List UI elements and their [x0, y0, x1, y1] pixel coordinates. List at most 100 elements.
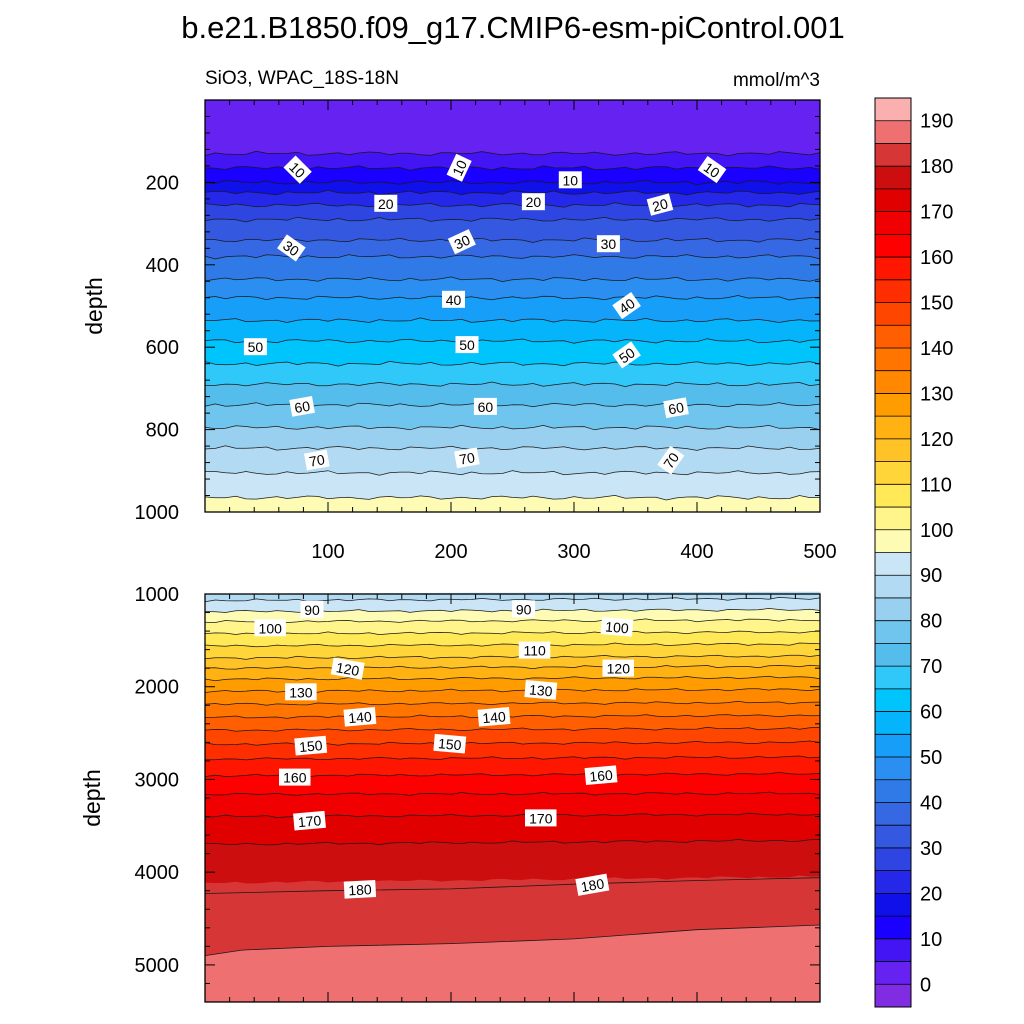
contour-label-text: 50	[248, 339, 264, 355]
contour-line-110	[204, 642, 821, 648]
contour-label-text: 90	[304, 602, 320, 618]
contour-label: 150	[433, 733, 467, 754]
contour-line-65	[204, 361, 821, 367]
colorbar-swatch	[875, 234, 911, 258]
colorbar-label: 110	[920, 474, 952, 496]
colorbar-swatch	[875, 211, 911, 235]
upper-panel: 10 10 10 10 20 20 20 30 30 30 40 40 50 50 50 60 60 60 70 70…	[81, 99, 837, 563]
contour-label-box	[374, 194, 398, 212]
y-tick-label: 1000	[135, 502, 180, 524]
colorbar-swatch	[875, 597, 911, 621]
units-label: mmol/m^3	[733, 70, 820, 91]
contour-label: 70	[454, 447, 480, 469]
colorbar-label: 90	[920, 565, 942, 587]
contour-label-text: 60	[667, 399, 685, 417]
contour-label: 100	[600, 617, 634, 637]
contour-band-0	[204, 99, 821, 157]
x-tick-label: 500	[803, 541, 836, 563]
colorbar-label: 180	[920, 156, 953, 178]
contour-label: 130	[285, 683, 317, 701]
contour-label-text: 180	[348, 881, 372, 898]
upper-x-axis: 100 200 300 400 500	[204, 100, 837, 563]
contour-label: 140	[477, 706, 511, 727]
contour-label: 40	[442, 290, 465, 308]
contour-label: 130	[524, 680, 558, 700]
colorbar-label: 150	[920, 293, 953, 315]
contour-label-box	[442, 290, 465, 308]
contour-line-85	[204, 445, 821, 451]
y-tick-label: 5000	[135, 955, 180, 977]
contour-label-text: 160	[283, 770, 307, 786]
contour-line-135	[204, 700, 821, 706]
contour-line-165	[204, 791, 821, 796]
contour-label: 110	[518, 641, 551, 659]
contour-label: 20	[646, 193, 674, 216]
contour-band-30	[204, 216, 821, 243]
colorbar-label: 120	[920, 429, 953, 451]
colorbar-swatch	[875, 666, 911, 690]
contour-label-text: 40	[446, 292, 462, 308]
contour-label-text: 10	[449, 157, 470, 178]
contour-label-text: 150	[437, 735, 462, 753]
contour-label-text: 120	[607, 661, 631, 677]
contour-label-box	[304, 449, 330, 471]
contour-label-text: 170	[297, 812, 322, 830]
contour-label: 170	[525, 809, 557, 827]
colorbar-swatch	[875, 825, 911, 849]
contour-label: 120	[602, 659, 634, 677]
contour-band-65	[204, 361, 821, 387]
x-tick-label: 400	[680, 541, 713, 563]
contour-label-text: 140	[482, 708, 507, 726]
lower-contour-lines	[204, 597, 821, 956]
contour-label-text: 130	[528, 681, 553, 699]
y-tick-label: 4000	[135, 862, 180, 884]
contour-label-text: 60	[478, 399, 494, 415]
contour-label-box	[447, 229, 476, 255]
contour-line-40	[204, 254, 821, 260]
lower-x-axis	[204, 594, 821, 1002]
colorbar-label: 30	[920, 838, 942, 860]
contour-line-35	[205, 237, 821, 243]
contour-line-60	[204, 338, 821, 344]
contour-label-text: 180	[580, 875, 606, 895]
contour-label-box	[657, 445, 685, 475]
colorbar-label: 40	[920, 793, 942, 815]
contour-label-box	[646, 193, 674, 216]
contour-label-box	[289, 396, 315, 417]
contour-label-box	[512, 600, 536, 618]
colorbar-swatch	[875, 620, 911, 644]
contour-label: 60	[289, 396, 315, 417]
contour-line-180	[204, 877, 821, 894]
colorbar-swatch	[875, 370, 911, 394]
contour-label-box	[663, 397, 689, 419]
colorbar-label: 140	[920, 338, 953, 360]
contour-label-box	[446, 153, 472, 182]
colorbar-swatch	[875, 688, 911, 712]
colorbar-label: 80	[920, 611, 942, 633]
contour-label-text: 70	[308, 451, 326, 469]
colorbar-swatch	[875, 734, 911, 758]
contour-label: 60	[663, 397, 689, 419]
contour-line-175	[204, 839, 821, 846]
colorbar-swatch	[875, 279, 911, 303]
contour-label-box	[294, 735, 328, 756]
colorbar-swatch	[875, 347, 911, 371]
colorbar-swatch	[875, 643, 911, 667]
colorbar-label: 190	[920, 111, 953, 133]
contour-label-text: 20	[378, 196, 394, 212]
contour-label: 30	[447, 229, 476, 255]
contour-label-text: 90	[516, 601, 532, 617]
contour-label-box	[300, 600, 324, 618]
contour-label-box	[454, 447, 480, 469]
contour-line-120	[204, 664, 821, 670]
contour-line-70	[205, 381, 821, 387]
contour-label-text: 30	[452, 231, 473, 252]
colorbar-swatch	[875, 529, 911, 553]
contour-label-box	[575, 873, 610, 896]
chart-title: b.e21.B1850.f09_g17.CMIP6-esm-piControl.…	[181, 10, 844, 45]
contour-label-box	[525, 809, 557, 827]
contour-label: 180	[343, 879, 377, 899]
contour-label: 150	[294, 735, 328, 756]
lower-panel: 90 90 100 100 110 120 120 130 130 140 140 150 150 160…	[79, 584, 821, 1003]
contour-line-45	[204, 276, 821, 282]
